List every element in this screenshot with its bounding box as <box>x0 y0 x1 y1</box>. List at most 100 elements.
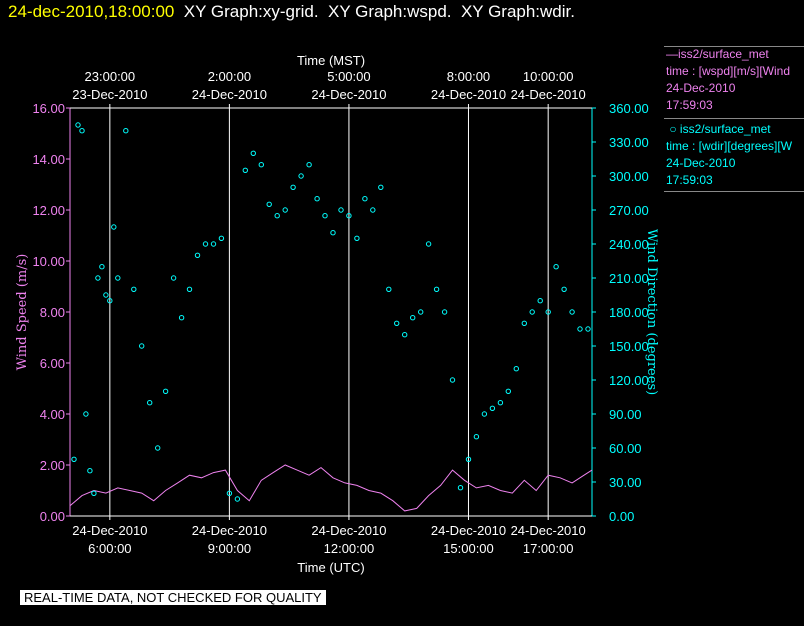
wdir-point <box>139 343 145 349</box>
wdir-point <box>91 490 97 496</box>
wdir-point <box>569 309 575 315</box>
wdir-point <box>155 445 161 451</box>
wdir-point <box>266 201 272 208</box>
top-tick-time: 23:00:00 <box>85 69 136 84</box>
wdir-point <box>505 388 511 394</box>
legend-wspd: —iss2/surface_met time : [wspd][m/s][Win… <box>666 46 804 114</box>
tick-layer: 0.00 2.00 4.00 6.00 8.00 10.00 12.00 14.00 16.00… <box>32 69 648 556</box>
wdir-point <box>489 405 496 411</box>
legend-divider <box>664 191 804 192</box>
wdir-point <box>87 468 93 474</box>
right-tick-label: 60.00 <box>609 441 642 456</box>
wdir-point <box>103 292 109 298</box>
right-tick-label: 120.00 <box>609 373 649 388</box>
wdir-point <box>75 122 81 128</box>
top-tick-date: 24-Dec-2010 <box>431 87 506 102</box>
wdir-point <box>553 264 559 270</box>
wdir-point <box>386 286 392 292</box>
graph-title: 24-dec-2010,18:00:00 XY Graph:xy-grid. X… <box>8 2 575 22</box>
left-tick-label: 14.00 <box>32 152 65 167</box>
top-tick-time: 5:00:00 <box>327 69 370 84</box>
wdir-point <box>298 173 304 179</box>
top-tick-date: 23-Dec-2010 <box>72 87 147 102</box>
wdir-point <box>242 167 249 174</box>
legend-wdir-var: time : [wdir][degrees][W <box>666 139 793 153</box>
wdir-point <box>131 286 137 292</box>
wdir-point <box>170 275 177 281</box>
right-tick-label: 300.00 <box>609 169 649 184</box>
wdir-point <box>529 309 535 315</box>
legend-divider <box>664 46 804 47</box>
wdir-point <box>497 400 504 406</box>
wspd-series <box>69 464 593 512</box>
legend-divider <box>664 118 804 119</box>
wdir-point <box>362 196 368 202</box>
wdir-point <box>202 241 209 247</box>
wdir-point <box>473 434 480 440</box>
wdir-point <box>147 400 153 406</box>
left-tick-label: 6.00 <box>40 356 65 371</box>
wdir-point <box>465 456 472 462</box>
right-tick-label: 240.00 <box>609 237 649 252</box>
right-tick-label: 360.00 <box>609 101 649 116</box>
wdir-point <box>282 207 288 213</box>
top-tick-date: 24-Dec-2010 <box>511 87 586 102</box>
wdir-point <box>330 230 336 236</box>
wdir-point <box>394 320 400 326</box>
wdir-point <box>162 388 169 394</box>
grid-layer <box>109 108 549 516</box>
legend-wspd-name: iss2/surface_met <box>678 47 769 61</box>
wdir-point <box>402 332 408 338</box>
bottom-tick-date: 24-Dec-2010 <box>431 523 506 538</box>
wdir-point <box>95 275 101 281</box>
bottom-tick-date: 24-Dec-2010 <box>511 523 586 538</box>
wdir-point <box>513 366 519 372</box>
legend-wspd-date: 24-Dec-2010 <box>666 81 736 95</box>
left-tick-label: 16.00 <box>32 101 65 116</box>
wdir-point <box>449 377 456 383</box>
bottom-tick-time: 15:00:00 <box>443 541 494 556</box>
wdir-point <box>425 241 432 247</box>
bottom-tick-time: 9:00:00 <box>208 541 251 556</box>
wdir-point <box>111 224 117 230</box>
wdir-point <box>234 496 241 502</box>
wdir-point <box>178 315 185 321</box>
wdir-point <box>210 241 217 247</box>
legend-wspd-time: 17:59:03 <box>666 98 713 112</box>
wdir-point <box>322 213 328 219</box>
top-tick-date: 24-Dec-2010 <box>192 87 267 102</box>
bottom-tick-time: 12:00:00 <box>324 541 375 556</box>
wdir-point <box>107 298 113 304</box>
top-tick-time: 8:00:00 <box>447 69 490 84</box>
right-tick-label: 30.00 <box>609 475 642 490</box>
wdir-point <box>71 456 77 462</box>
bottom-tick-date: 24-Dec-2010 <box>311 523 386 538</box>
wdir-point <box>378 184 384 191</box>
right-tick-label: 0.00 <box>609 509 634 524</box>
wdir-point <box>410 315 416 321</box>
bottom-tick-date: 24-Dec-2010 <box>72 523 147 538</box>
wdir-point <box>481 411 488 417</box>
wdir-point <box>186 286 193 292</box>
quality-warning: REAL-TIME DATA, NOT CHECKED FOR QUALITY <box>20 590 326 605</box>
wdir-point <box>194 252 201 259</box>
left-tick-label: 0.00 <box>40 509 65 524</box>
bottom-tick-time: 17:00:00 <box>523 541 574 556</box>
left-tick-label: 4.00 <box>40 407 65 422</box>
right-tick-label: 330.00 <box>609 135 649 150</box>
bottom-tick-date: 24-Dec-2010 <box>192 523 267 538</box>
wdir-point <box>441 309 448 315</box>
wdir-point <box>115 275 121 281</box>
left-tick-label: 12.00 <box>32 203 65 218</box>
plot-frame <box>69 107 593 517</box>
wdir-point <box>561 286 567 292</box>
right-tick-label: 150.00 <box>609 339 649 354</box>
wdir-point <box>521 320 527 326</box>
bottom-tick-time: 6:00:00 <box>88 541 131 556</box>
wdir-point <box>99 264 105 270</box>
wdir-point <box>314 196 320 202</box>
wdir-point <box>354 235 360 242</box>
wdir-point <box>218 235 225 242</box>
left-tick-label: 8.00 <box>40 305 65 320</box>
right-tick-label: 90.00 <box>609 407 642 422</box>
